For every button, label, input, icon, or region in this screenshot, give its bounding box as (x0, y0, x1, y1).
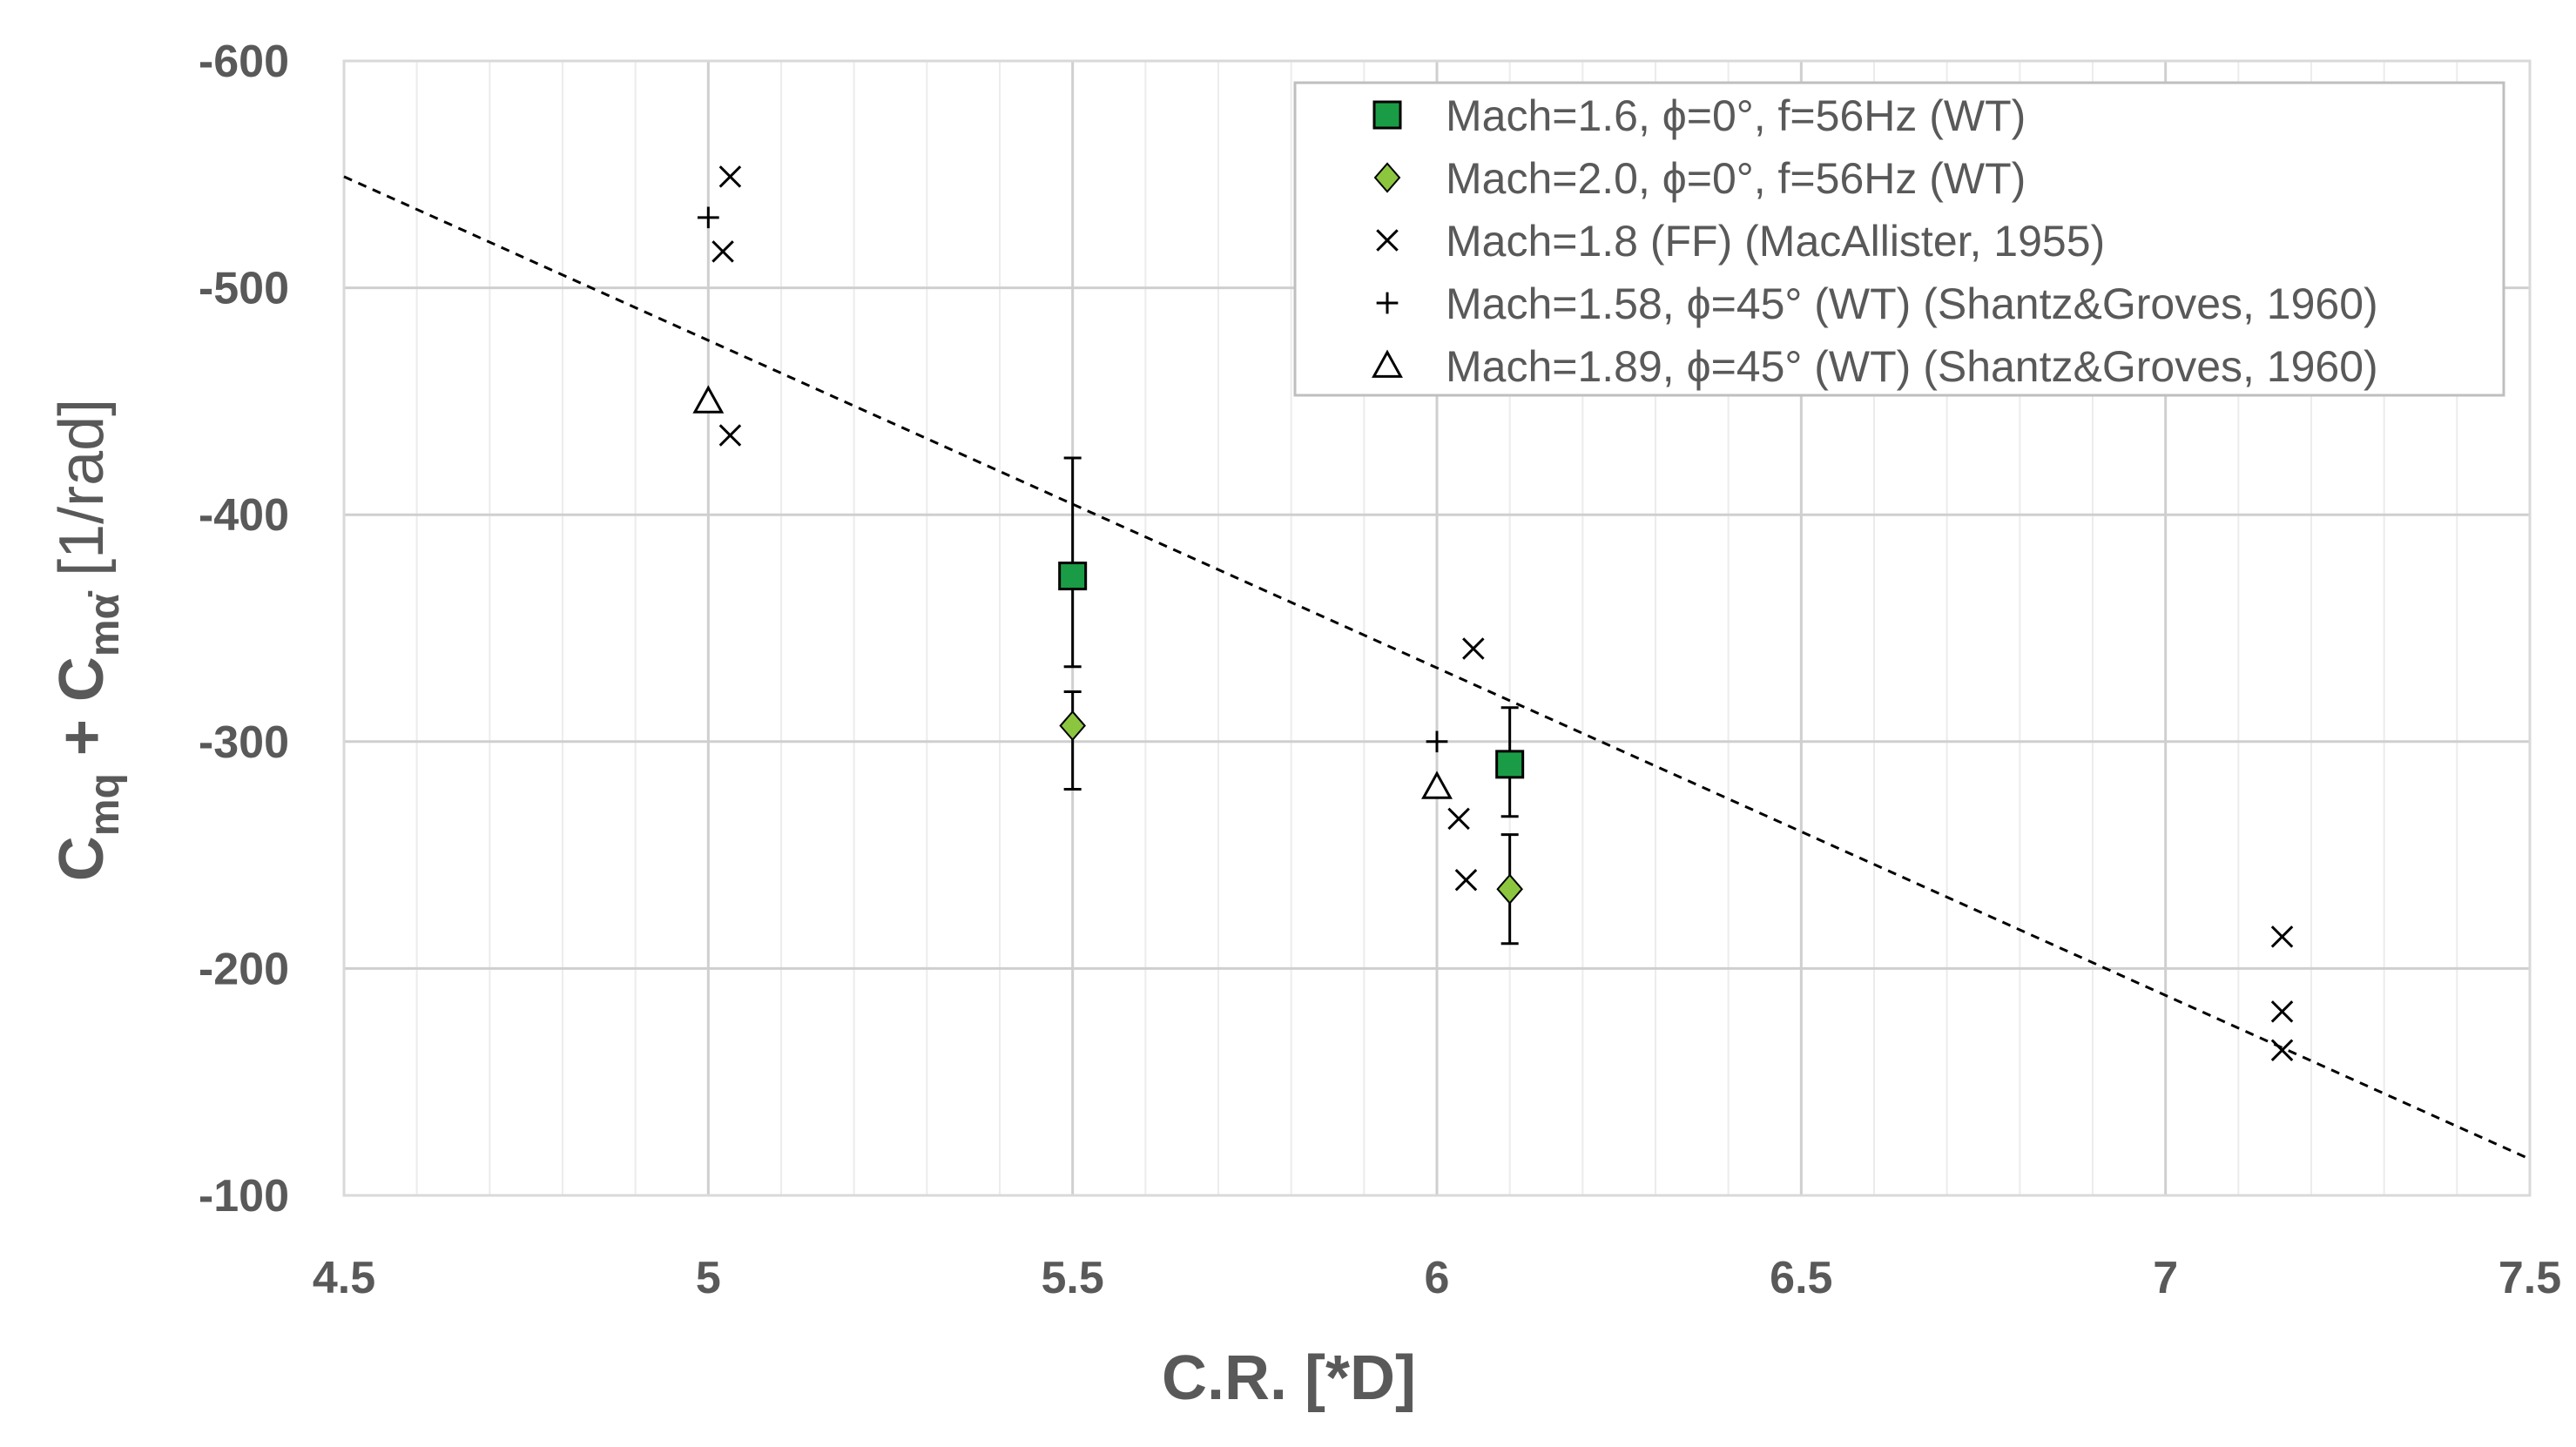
x-axis-tick-labels: 4.5 5 5.5 6 6.5 7 7.5 (313, 1253, 2561, 1303)
legend-entry: Mach=2.0, ϕ=0°, f=56Hz (WT) (1373, 154, 2026, 203)
data-point-x (711, 240, 734, 263)
data-point-diamond (1496, 873, 1523, 905)
x-tick-label: 6.5 (1770, 1253, 1832, 1303)
legend-marker-x (1376, 229, 1399, 252)
data-point-x (2270, 925, 2294, 948)
legend: Mach=1.6, ϕ=0°, f=56Hz (WT) Mach=2.0, ϕ=0… (1293, 81, 2505, 397)
data-point-plus (697, 206, 719, 229)
legend-entry: Mach=1.8 (FF) (MacAllister, 1955) (1376, 217, 2105, 266)
legend-marker-diamond (1373, 162, 1401, 193)
y-tick-label: -100 (199, 1171, 289, 1222)
legend-marker-triangle (1372, 349, 1403, 378)
x-tick-label: 7 (2153, 1253, 2178, 1303)
data-point-x (1447, 807, 1470, 831)
x-tick-label: 7.5 (2498, 1253, 2561, 1303)
x-tick-label: 6 (1425, 1253, 1450, 1303)
x-tick-label: 4.5 (313, 1253, 375, 1303)
data-point-x (2270, 1039, 2294, 1061)
data-point-plus (1426, 730, 1448, 753)
trendline (343, 175, 2531, 1161)
legend-entry: Mach=1.89, ϕ=45° (WT) (Shantz&Groves, 19… (1372, 342, 2378, 391)
legend-marker-plus (1376, 292, 1399, 314)
legend-box (1293, 81, 2505, 397)
legend-label: Mach=1.89, ϕ=45° (WT) (Shantz&Groves, 19… (1446, 342, 2378, 391)
data-point-x (2270, 1000, 2294, 1023)
y-tick-label: -500 (199, 264, 289, 314)
legend-entry: Mach=1.6, ϕ=0°, f=56Hz (WT) (1372, 91, 2026, 140)
x-tick-label: 5.5 (1042, 1253, 1104, 1303)
legend-label: Mach=1.58, ϕ=45° (WT) (Shantz&Groves, 19… (1446, 279, 2378, 328)
y-tick-label: -200 (199, 944, 289, 994)
data-point-x (718, 165, 742, 188)
legend-label: Mach=2.0, ϕ=0°, f=56Hz (WT) (1446, 154, 2026, 203)
data-point-x (718, 424, 742, 447)
data-point-square (1058, 562, 1088, 591)
y-axis-tick-labels: -600 -500 -400 -300 -200 -100 (199, 37, 289, 1222)
y-tick-label: -300 (199, 717, 289, 768)
plot-area-frame (342, 59, 2532, 1197)
y-axis-title: Cmq + Cmα̇ [1/rad] (47, 399, 128, 881)
data-points (692, 165, 2294, 1061)
data-point-triangle (692, 385, 725, 414)
data-point-triangle (1421, 771, 1453, 799)
y-tick-label: -600 (199, 37, 289, 87)
legend-marker-square (1372, 100, 1402, 130)
data-point-x (1454, 869, 1478, 892)
x-axis-title: C.R. [*D] (1162, 1343, 1416, 1413)
legend-entry: Mach=1.58, ϕ=45° (WT) (Shantz&Groves, 19… (1376, 279, 2378, 328)
legend-label: Mach=1.6, ϕ=0°, f=56Hz (WT) (1446, 91, 2026, 140)
data-point-square (1495, 750, 1525, 779)
data-point-x (1462, 637, 1485, 660)
y-tick-label: -400 (199, 490, 289, 541)
x-tick-label: 5 (696, 1253, 721, 1303)
legend-label: Mach=1.8 (FF) (MacAllister, 1955) (1446, 217, 2105, 266)
data-point-diamond (1059, 710, 1086, 742)
